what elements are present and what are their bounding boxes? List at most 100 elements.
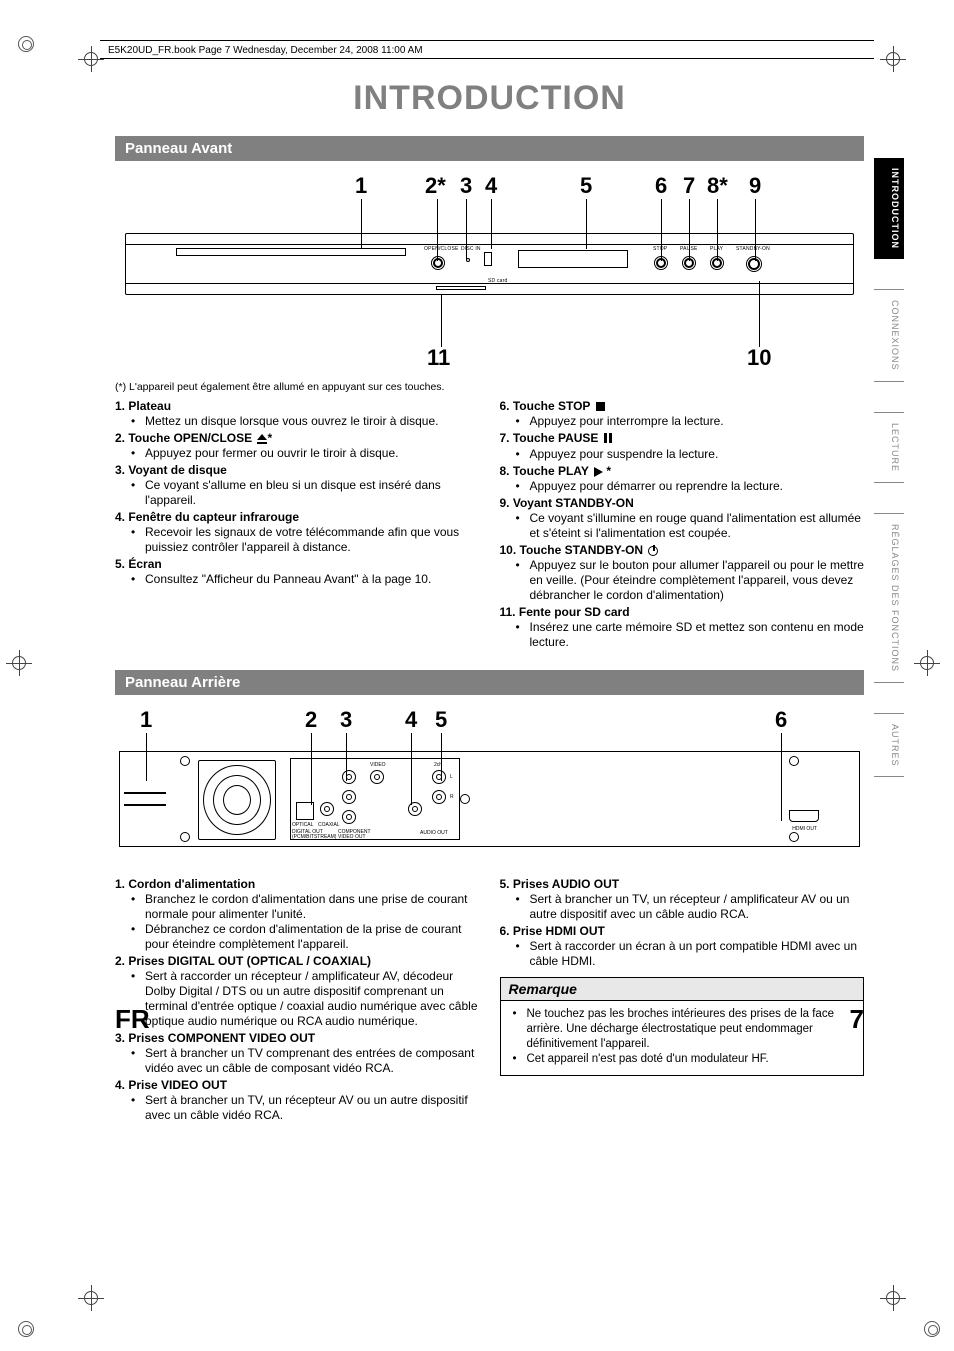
section-front-panel: Panneau Avant xyxy=(115,136,864,161)
btn-standby xyxy=(746,256,762,272)
footer: FR 7 xyxy=(115,1004,864,1035)
rp-item-1-b2: Débranchez ce cordon d'alimentation de l… xyxy=(137,922,480,952)
pause-icon xyxy=(604,432,614,446)
rp-label-2: 2 xyxy=(305,707,317,733)
fp-item-3-b1: Ce voyant s'allume en bleu si un disque … xyxy=(137,478,480,508)
fp-col-left: 1. Plateau Mettez un disque lorsque vous… xyxy=(115,397,480,652)
fp-item-8-b1: Appuyez pour démarrer ou reprendre la le… xyxy=(522,479,865,494)
stop-icon xyxy=(596,402,605,411)
lbl-stop: STOP xyxy=(653,246,667,252)
fp-item-5: 5. Écran xyxy=(115,557,480,571)
btn-play xyxy=(710,256,724,270)
lbl-standby: STANDBY-ON xyxy=(736,246,770,252)
rp-col-left: 1. Cordon d'alimentation Branchez le cor… xyxy=(115,875,480,1125)
power-icon xyxy=(648,546,658,556)
rear-panel-desc: 1. Cordon d'alimentation Branchez le cor… xyxy=(115,875,864,1125)
fp-label-10: 10 xyxy=(747,345,771,371)
led-discin xyxy=(466,258,470,262)
fp-label-2: 2* xyxy=(425,173,446,199)
leader-10 xyxy=(759,281,760,347)
remarque-heading: Remarque xyxy=(501,978,864,1001)
fp-item-6: 6. Touche STOP xyxy=(500,399,865,413)
tab-lecture: LECTURE xyxy=(874,412,904,483)
fp-col-right: 6. Touche STOP Appuyez pour interrompre … xyxy=(500,397,865,652)
btn-stop xyxy=(654,256,668,270)
rp-item-2: 2. Prises DIGITAL OUT (OPTICAL / COAXIAL… xyxy=(115,954,480,968)
tab-connexions: CONNEXIONS xyxy=(874,289,904,382)
fp-item-8: 8. Touche PLAY * xyxy=(500,464,865,478)
rp-item-3-b1: Sert à brancher un TV comprenant des ent… xyxy=(137,1046,480,1076)
lbl-play: PLAY xyxy=(710,246,723,252)
fp-item-3: 3. Voyant de disque xyxy=(115,463,480,477)
btn-openclose xyxy=(431,256,445,270)
jack-hdmi xyxy=(789,810,819,822)
fp-item-11: 11. Fente pour SD card xyxy=(500,605,865,619)
front-panel-diagram: 1 2* 3 4 5 6 7 8* 9 xyxy=(115,173,864,373)
rp-item-4-b1: Sert à brancher un TV, un récepteur AV o… xyxy=(137,1093,480,1123)
register-mark-bl xyxy=(78,1285,104,1311)
eject-icon xyxy=(257,434,267,444)
rp-label-5: 5 xyxy=(435,707,447,733)
remarque-b2: Cet appareil n'est pas doté d'un modulat… xyxy=(519,1052,854,1067)
rp-label-4: 4 xyxy=(405,707,417,733)
rp-item-4: 4. Prise VIDEO OUT xyxy=(115,1078,480,1092)
rp-item-5: 5. Prises AUDIO OUT xyxy=(500,877,865,891)
display-window xyxy=(518,250,628,268)
fp-item-5-b1: Consultez "Afficheur du Panneau Avant" à… xyxy=(137,572,480,587)
header-rule-bottom xyxy=(100,58,874,59)
rp-item-1: 1. Cordon d'alimentation xyxy=(115,877,480,891)
fp-item-6-b1: Appuyez pour interrompre la lecture. xyxy=(522,414,865,429)
lbl-hdmi: HDMI OUT xyxy=(792,826,817,832)
fp-item-1-b1: Mettez un disque lorsque vous ouvrez le … xyxy=(137,414,480,429)
fp-label-3: 3 xyxy=(460,173,472,199)
section-rear-panel: Panneau Arrière xyxy=(115,670,864,695)
side-tabs: INTRODUCTION CONNEXIONS LECTURE RÉGLAGES… xyxy=(874,158,904,777)
rear-panel-body: OPTICAL COAXIAL DIGITAL OUT (PCM/BITSTRE… xyxy=(119,751,860,847)
register-mark-br xyxy=(880,1285,906,1311)
page-title: INTRODUCTION xyxy=(115,79,864,118)
fp-item-11-b1: Insérez une carte mémoire SD et mettez s… xyxy=(522,620,865,650)
fp-label-9: 9 xyxy=(749,173,761,199)
fp-item-4: 4. Fenêtre du capteur infrarouge xyxy=(115,510,480,524)
fp-item-2-b1: Appuyez pour fermer ou ouvrir le tiroir … xyxy=(137,446,480,461)
fp-item-7-b1: Appuyez pour suspendre la lecture. xyxy=(522,447,865,462)
header-rule-top xyxy=(100,40,874,41)
fp-item-10-b1: Appuyez sur le bouton pour allumer l'app… xyxy=(522,558,865,603)
rp-label-1: 1 xyxy=(140,707,152,733)
fp-item-2: 2. Touche OPEN/CLOSE * xyxy=(115,431,480,445)
fp-item-1: 1. Plateau xyxy=(115,399,480,413)
footer-lang: FR xyxy=(115,1004,150,1035)
tab-autres: AUTRES xyxy=(874,713,904,778)
rp-label-3: 3 xyxy=(340,707,352,733)
tab-reglages: RÉGLAGES DES FONCTIONS xyxy=(874,513,904,683)
lbl-sd: SD card xyxy=(488,278,507,284)
rp-item-6: 6. Prise HDMI OUT xyxy=(500,924,865,938)
fp-item-7: 7. Touche PAUSE xyxy=(500,431,865,446)
rp-item-5-b1: Sert à brancher un TV, un récepteur / am… xyxy=(522,892,865,922)
ir-window xyxy=(484,252,492,266)
rp-item-6-b1: Sert à raccorder un écran à un port comp… xyxy=(522,939,865,969)
rear-panel-diagram: 1 2 3 4 5 6 xyxy=(115,707,864,867)
leader-11 xyxy=(441,295,442,347)
sd-slot xyxy=(436,286,486,290)
fp-label-6: 6 xyxy=(655,173,667,199)
rp-item-1-b1: Branchez le cordon d'alimentation dans u… xyxy=(137,892,480,922)
fp-label-7: 7 xyxy=(683,173,695,199)
fp-label-11: 11 xyxy=(427,345,450,371)
footer-page: 7 xyxy=(850,1004,864,1035)
front-panel-desc: 1. Plateau Mettez un disque lorsque vous… xyxy=(115,397,864,652)
rp-col-right: 5. Prises AUDIO OUT Sert à brancher un T… xyxy=(500,875,865,1125)
header-meta: E5K20UD_FR.book Page 7 Wednesday, Decemb… xyxy=(104,43,954,56)
content: INTRODUCTION Panneau Avant 1 2* 3 4 5 6 … xyxy=(115,79,864,1125)
fp-item-9: 9. Voyant STANDBY-ON xyxy=(500,496,865,510)
page: E5K20UD_FR.book Page 7 Wednesday, Decemb… xyxy=(0,0,954,1125)
fp-item-9-b1: Ce voyant s'illumine en rouge quand l'al… xyxy=(522,511,865,541)
fp-label-4: 4 xyxy=(485,173,497,199)
front-panel-body: OPEN/CLOSE DISC IN STOP PAUSE PLAY STAND… xyxy=(125,233,854,295)
fp-item-10: 10. Touche STANDBY-ON xyxy=(500,543,865,557)
fp-label-1: 1 xyxy=(355,173,367,199)
fp-label-8: 8* xyxy=(707,173,728,199)
fp-item-4-b1: Recevoir les signaux de votre télécomman… xyxy=(137,525,480,555)
lbl-openclose: OPEN/CLOSE xyxy=(424,246,459,252)
fp-label-5: 5 xyxy=(580,173,592,199)
